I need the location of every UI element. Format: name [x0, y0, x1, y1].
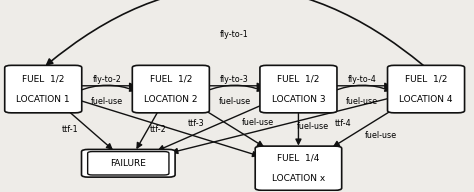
Text: ttf-3: ttf-3 [188, 119, 205, 128]
FancyBboxPatch shape [82, 149, 175, 177]
Text: fly-to-1: fly-to-1 [220, 30, 249, 39]
Text: fuel-use: fuel-use [242, 118, 274, 127]
Text: FUEL  1/2

LOCATION 3: FUEL 1/2 LOCATION 3 [272, 74, 325, 104]
FancyBboxPatch shape [260, 65, 337, 113]
Text: fly-to-2: fly-to-2 [92, 75, 121, 84]
FancyBboxPatch shape [132, 65, 210, 113]
Text: FUEL  1/4

LOCATION x: FUEL 1/4 LOCATION x [272, 153, 325, 183]
FancyBboxPatch shape [255, 146, 342, 190]
Text: ttf-4: ttf-4 [335, 119, 352, 128]
Text: fuel-use: fuel-use [346, 97, 378, 106]
Text: FAILURE: FAILURE [110, 159, 146, 168]
Text: fly-to-4: fly-to-4 [348, 75, 377, 84]
Text: fuel-use: fuel-use [91, 97, 123, 106]
Text: fly-to-3: fly-to-3 [220, 75, 249, 84]
Text: ttf-2: ttf-2 [150, 125, 167, 134]
Text: fuel-use: fuel-use [219, 97, 251, 106]
Text: FUEL  1/2

LOCATION 2: FUEL 1/2 LOCATION 2 [144, 74, 198, 104]
Text: FUEL  1/2

LOCATION 4: FUEL 1/2 LOCATION 4 [399, 74, 453, 104]
FancyBboxPatch shape [5, 65, 82, 113]
Text: FUEL  1/2

LOCATION 1: FUEL 1/2 LOCATION 1 [17, 74, 70, 104]
Text: fuel-use: fuel-use [365, 131, 397, 140]
FancyBboxPatch shape [388, 65, 465, 113]
Text: fuel-use: fuel-use [297, 122, 328, 131]
Text: ttf-1: ttf-1 [62, 125, 79, 134]
